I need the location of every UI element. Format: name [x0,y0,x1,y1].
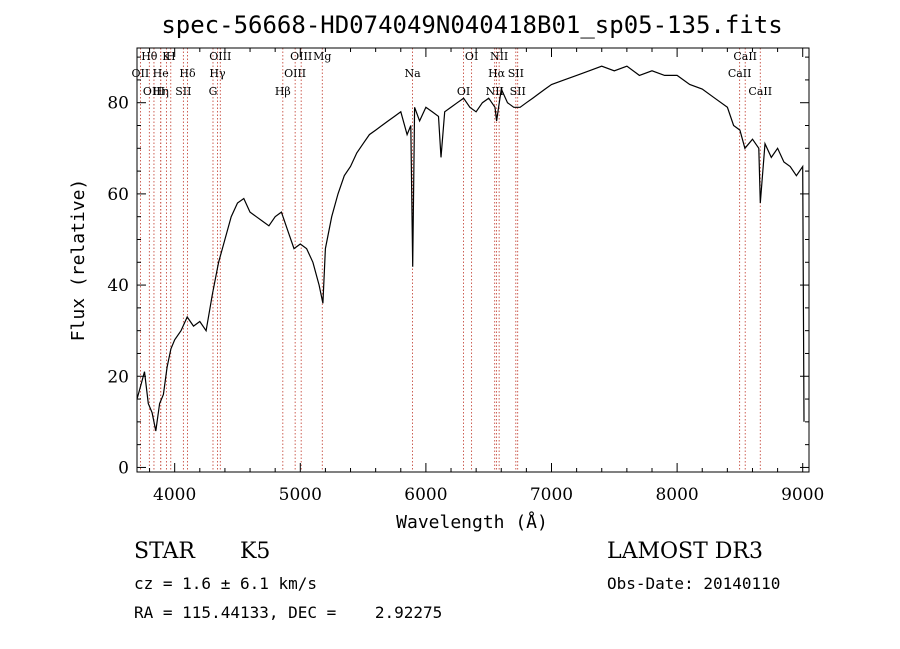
line-label: Hη [153,85,169,98]
y-tick-label: 40 [107,276,129,296]
line-label: Hβ [275,85,291,98]
line-label: NII [490,50,508,63]
line-label: Hγ [209,67,226,80]
line-label: OIII [290,50,312,63]
line-label: He [153,67,169,80]
line-label: SII [508,67,524,80]
line-label: CaII [748,85,772,98]
line-label: SII [510,85,526,98]
line-label: Hθ [141,50,158,63]
line-label: OIII [209,50,231,63]
x-tick-label: 7000 [530,485,573,505]
line-label: OIII [284,67,306,80]
y-tick-label: 20 [107,367,129,387]
line-label: K [162,50,171,63]
line-label: SII [175,85,191,98]
line-label: H [166,50,176,63]
line-label: CaII [733,50,757,63]
spectral-class: STAR [134,539,195,564]
x-tick-label: 4000 [153,485,196,505]
x-tick-label: 6000 [404,485,447,505]
spectral-subclass: K5 [240,539,271,564]
y-axis: 0 20 40 60 80 [107,56,809,478]
y-tick-label: 80 [107,94,129,114]
redshift-readout: cz = 1.6 ± 6.1 km/s [134,574,318,593]
line-label: OI [457,85,470,98]
x-axis-label: Wavelength (Å) [396,511,548,533]
survey-name: LAMOST DR3 [607,539,763,564]
line-label: Mg [313,50,331,63]
line-label: CaII [728,67,752,80]
line-label: Hα [488,67,506,80]
line-labels-layer: Hθ OII OIII K He Hη HHδ SII OIII Hγ G OIII OIII Hβ Mg N… [132,50,773,98]
y-tick-label: 60 [107,185,129,205]
line-label: OIII [143,85,165,98]
y-axis-label: Flux (relative) [68,179,89,342]
plot-frame [136,47,810,473]
x-tick-label: 8000 [655,485,698,505]
y-tick-label: 0 [118,458,129,478]
line-label: OI [465,50,478,63]
observation-date: Obs-Date: 20140110 [607,574,781,593]
line-label: OII [132,67,150,80]
spectrum-series-line [136,65,805,432]
x-axis: 4000 5000 6000 7000 8000 9000 [149,48,824,505]
x-tick-label: 9000 [781,485,824,505]
line-label: Na [404,67,421,80]
x-tick-label: 5000 [279,485,322,505]
coordinates-readout: RA = 115.44133, DEC = 2.92275 [134,603,443,622]
line-label: G [209,85,218,98]
chart-title: spec-56668-HD074049N040418B01_sp05-135.f… [161,11,782,39]
line-label: NII [486,85,504,98]
emission-lines-layer [139,48,761,472]
line-label: Hδ [179,67,196,80]
